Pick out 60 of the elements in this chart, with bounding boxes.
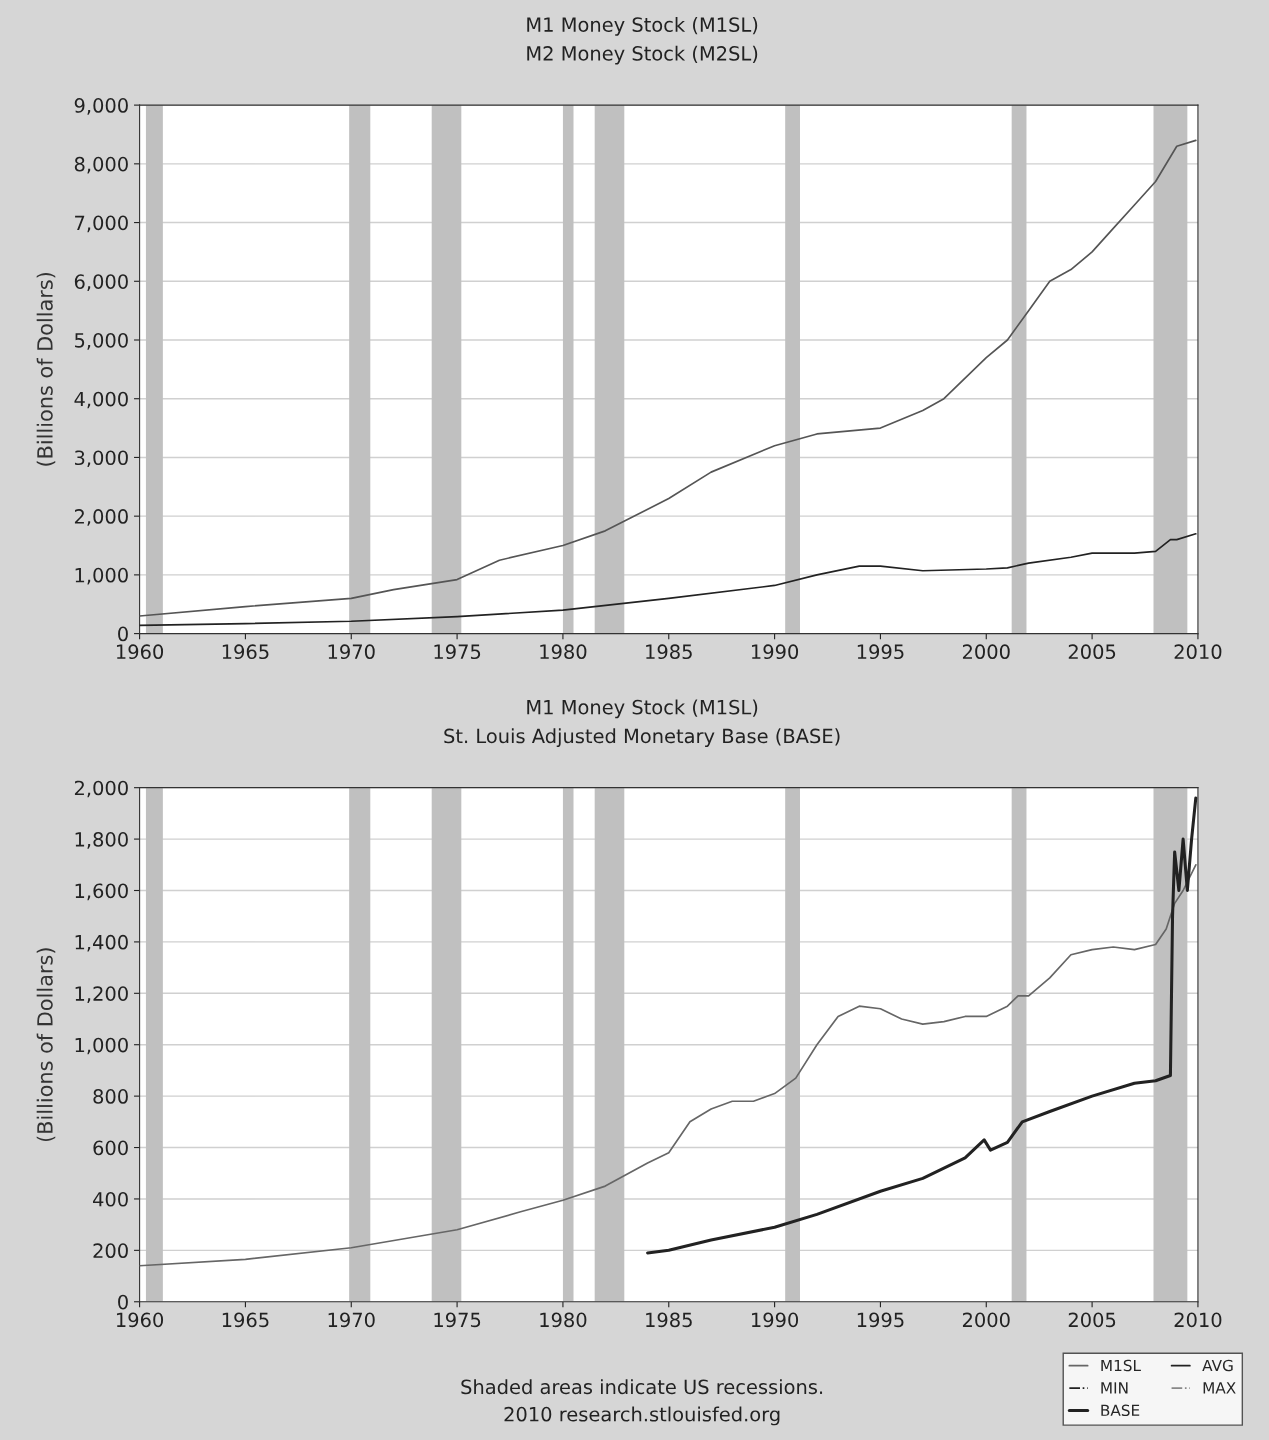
x-tick-label: 1970 (328, 1312, 375, 1328)
y-tick-label: 1,400 (75, 934, 128, 952)
x-tick-label: 1960 (116, 1312, 164, 1328)
x-tick-label: 1990 (751, 1312, 799, 1328)
legend-label: MAX (1203, 1382, 1236, 1394)
y-tick-label: 6,000 (74, 274, 128, 291)
y-tick-label: 1,800 (75, 832, 128, 849)
y-tick-label: 8,000 (74, 156, 128, 174)
text: 2010 research.stlouisfed.org (504, 1406, 780, 1426)
x-tick-label: 1975 (434, 644, 481, 660)
line-series (646, 796, 1198, 1255)
y-tick-label: 7,000 (75, 215, 128, 233)
x-tick-label: 1975 (434, 1312, 481, 1328)
y-tick-label: 9,000 (74, 98, 128, 115)
legend-label: AVG (1202, 1359, 1233, 1372)
y-tick-label: 400 (93, 1191, 128, 1207)
y-tick-label: 0 (118, 1294, 128, 1310)
y-axis-title: (Billions of Dollars) (36, 272, 56, 466)
x-tick-label: 1990 (751, 644, 799, 660)
line-series (139, 139, 1197, 617)
x-tick-label: 1965 (222, 1312, 269, 1328)
y-tick-label: 2,000 (74, 780, 128, 798)
y-tick-label: 2,000 (74, 509, 128, 526)
x-tick-label: 1995 (857, 644, 904, 660)
x-tick-label: 2000 (962, 1312, 1010, 1328)
chart-title: M1 Money Stock (M1SL) (527, 699, 758, 719)
y-tick-label: 4,000 (74, 391, 128, 409)
legend-label: M1SL (1101, 1359, 1141, 1372)
y-tick-label: 1,600 (75, 883, 128, 901)
x-tick-label: 2010 (1174, 1312, 1222, 1328)
y-tick-label: 3,000 (74, 450, 128, 468)
y-tick-label: 600 (93, 1140, 128, 1156)
x-tick-label: 1980 (540, 1312, 587, 1328)
y-tick-label: 0 (118, 626, 128, 642)
y-tick-label: 800 (93, 1089, 128, 1104)
x-tick-label: 1985 (646, 1312, 692, 1328)
chart-subtitle: St. Louis Adjusted Monetary Base (BASE) (444, 728, 840, 748)
line-series (139, 863, 1197, 1267)
chart-subtitle: M2 Money Stock (M2SL) (527, 45, 758, 65)
x-tick-label: 2005 (1068, 1312, 1116, 1328)
y-tick-label: 1,000 (75, 567, 128, 585)
x-tick-label: 1965 (222, 644, 269, 660)
y-tick-label: 1,000 (75, 1037, 128, 1055)
y-tick-label: 1,200 (75, 986, 128, 1003)
x-tick-label: 2000 (962, 644, 1010, 660)
y-tick-label: 5,000 (75, 332, 128, 350)
x-tick-label: 1995 (857, 1312, 904, 1328)
chart-title: M1 Money Stock (M1SL) (527, 16, 758, 36)
x-tick-label: 1985 (646, 644, 692, 660)
x-tick-label: 1980 (540, 644, 587, 660)
line-series (139, 532, 1197, 627)
x-tick-label: 2005 (1068, 644, 1116, 660)
x-tick-label: 1960 (116, 644, 164, 660)
y-tick-label: 200 (93, 1243, 128, 1259)
legend-label: MIN (1101, 1382, 1128, 1394)
x-tick-label: 1970 (328, 644, 375, 660)
text: Shaded areas indicate US recessions. (461, 1379, 823, 1395)
y-axis-title: (Billions of Dollars) (36, 948, 56, 1142)
legend-label: BASE (1101, 1404, 1140, 1417)
x-tick-label: 2010 (1174, 644, 1222, 660)
